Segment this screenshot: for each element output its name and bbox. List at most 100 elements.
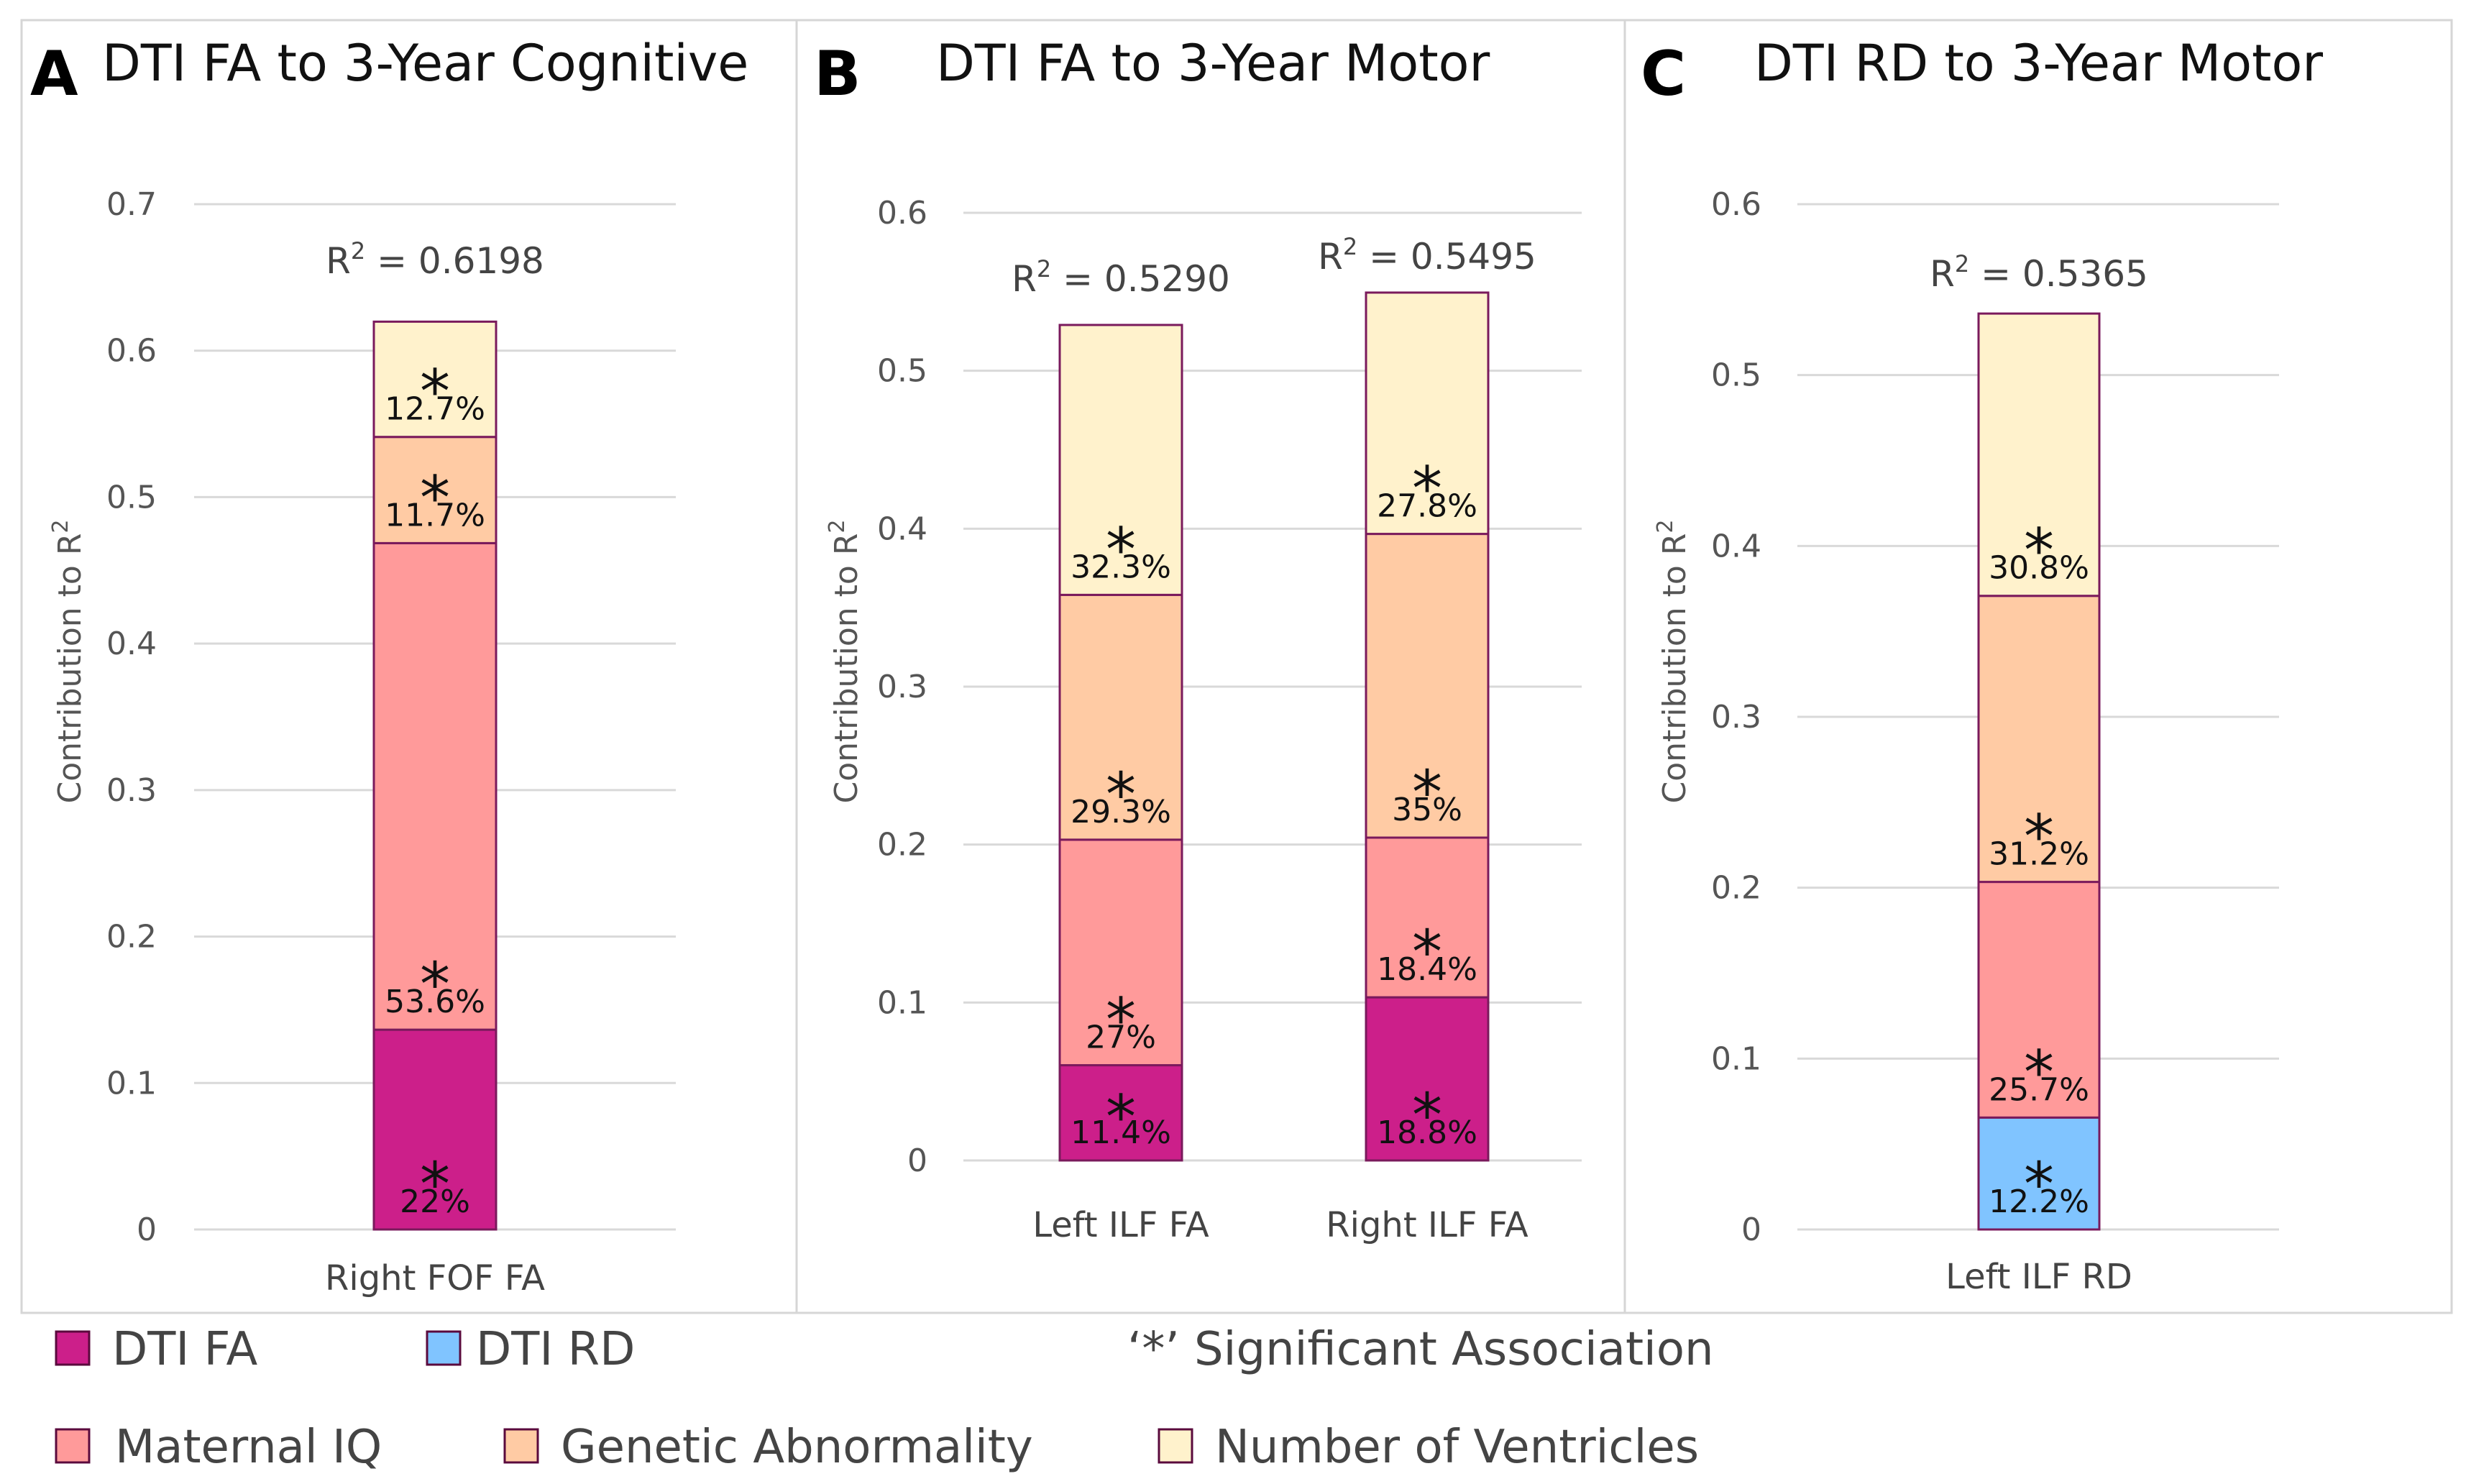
x-category-label: Right ILF FA: [1326, 1205, 1528, 1245]
legend-label-ventricles: Number of Ventricles: [1215, 1421, 1699, 1474]
significance-star: *: [1106, 985, 1136, 1055]
significance-star: *: [2024, 516, 2054, 586]
segment-percent-label: 12.2%: [1989, 1183, 2089, 1220]
significance-star: *: [420, 357, 450, 427]
r-squared-label: R2 = 0.5365: [1930, 250, 2148, 295]
panel-b-letter: B: [814, 38, 861, 110]
r-squared-label: R2 = 0.5495: [1318, 233, 1536, 278]
segment-percent-label: 27.8%: [1377, 488, 1477, 525]
legend-significance-note: ‘*’ Significant Association: [1127, 1323, 1714, 1376]
significance-star: *: [1412, 1080, 1442, 1150]
y-tick-label: 0.2: [1711, 870, 1761, 907]
panel-a-chart: 0 0.1 0.2 0.3 0.4 0.5 0.6 0.7 Contribution to R2…: [48, 186, 676, 1298]
r-squared-label: R2 = 0.6198: [326, 237, 544, 282]
segment-percent-label: 53.6%: [385, 984, 485, 1020]
panel-c-frame: [1623, 19, 2453, 1314]
y-tick-label: 0.2: [106, 919, 157, 956]
y-axis-label: Contribution to R2: [1653, 519, 1693, 803]
legend-label-dti-fa: DTI FA: [112, 1323, 258, 1376]
significance-star: *: [2024, 1149, 2054, 1219]
segment-percent-label: 18.4%: [1377, 951, 1477, 988]
significance-star: *: [1412, 757, 1442, 828]
y-tick-label: 0.3: [106, 772, 157, 809]
bar-segment-number-of-ventricles: [372, 320, 498, 439]
y-axis-label: Contribution to R2: [825, 519, 865, 803]
bar-segment-genetic-abnormality: [1365, 533, 1490, 839]
y-tick-label: 0.2: [877, 827, 927, 864]
y-tick-label: 0.3: [1711, 699, 1761, 736]
significance-star: *: [1412, 917, 1442, 987]
y-tick-label: 0.1: [877, 984, 927, 1021]
significance-star: *: [1106, 514, 1136, 585]
y-tick-label: 0.7: [106, 186, 157, 223]
bar-segment-maternal-iq: [1058, 838, 1183, 1067]
significance-star: *: [420, 462, 450, 533]
x-category-label: Left ILF FA: [1032, 1205, 1209, 1245]
segment-percent-label: 30.8%: [1989, 550, 2089, 587]
y-tick-label: 0.1: [106, 1065, 157, 1101]
legend-label-maternal-iq: Maternal IQ: [115, 1421, 382, 1474]
bar-segment-dti-fa: [1365, 996, 1490, 1162]
x-category-label: Right FOF FA: [325, 1258, 545, 1298]
y-tick-label: 0.4: [1711, 528, 1761, 564]
segment-percent-label: 27%: [1086, 1020, 1156, 1056]
y-tick-label: 0.6: [106, 333, 157, 370]
segment-percent-label: 22%: [400, 1183, 470, 1220]
legend-swatch-genetic: [503, 1428, 539, 1464]
significance-star: *: [420, 1149, 450, 1219]
y-tick-label: 0.6: [1711, 186, 1761, 223]
panel-frames: [20, 19, 2453, 1314]
y-axis-label: Contribution to R2: [48, 519, 88, 803]
legend-swatch-ventricles: [1158, 1428, 1193, 1464]
bar-segment-maternal-iq: [1977, 881, 2101, 1119]
y-tick-label: 0: [1741, 1212, 1761, 1248]
panel-c-letter: C: [1641, 38, 1686, 110]
segment-percent-label: 35%: [1392, 792, 1462, 828]
y-tick-label: 0.5: [106, 479, 157, 516]
significance-star: *: [420, 949, 450, 1020]
segment-percent-label: 18.8%: [1377, 1114, 1477, 1151]
x-category-label: Left ILF RD: [1945, 1257, 2132, 1297]
legend-label-dti-rd: DTI RD: [476, 1323, 635, 1376]
r-squared-label: R2 = 0.5290: [1012, 255, 1230, 300]
panel-a-letter: A: [30, 38, 78, 110]
significance-star: *: [2024, 1037, 2054, 1107]
bar-segment-number-of-ventricles: [1058, 324, 1183, 596]
y-tick-label: 0.5: [1711, 357, 1761, 394]
y-tick-label: 0.1: [1711, 1040, 1761, 1077]
bar-segment-genetic-abnormality: [1058, 593, 1183, 841]
segment-percent-label: 29.3%: [1071, 794, 1171, 830]
segment-percent-label: 12.7%: [385, 391, 485, 428]
segment-percent-label: 31.2%: [1989, 836, 2089, 873]
significance-star: *: [1106, 759, 1136, 830]
significance-star: *: [1412, 454, 1442, 524]
y-tick-label: 0.3: [877, 669, 927, 705]
legend-swatch-dti-fa: [55, 1330, 91, 1366]
segment-percent-label: 25.7%: [1989, 1071, 2089, 1108]
segment-percent-label: 11.7%: [385, 497, 485, 533]
bar-segment-dti-rd: [1977, 1116, 2101, 1231]
significance-star: *: [1106, 1081, 1136, 1152]
y-tick-label: 0.5: [877, 353, 927, 390]
y-tick-label: 0: [137, 1212, 157, 1248]
bar-segment-maternal-iq: [1365, 836, 1490, 999]
y-tick-label: 0.6: [877, 195, 927, 232]
bar-segment-dti-fa: [372, 1028, 498, 1231]
y-tick-label: 0.4: [877, 510, 927, 547]
panel-b-title: DTI FA to 3-Year Motor: [936, 34, 1490, 93]
bar-segment-maternal-iq: [372, 541, 498, 1031]
bar-segment-number-of-ventricles: [1365, 291, 1490, 536]
panel-c-title: DTI RD to 3-Year Motor: [1754, 34, 2323, 93]
segment-percent-label: 11.4%: [1071, 1114, 1171, 1151]
y-tick-label: 0.4: [106, 626, 157, 662]
legend-label-genetic: Genetic Abnormality: [561, 1421, 1033, 1474]
legend: DTI FA DTI RD ‘*’ Significant Associatio…: [55, 1323, 1714, 1474]
segment-percent-label: 32.3%: [1071, 549, 1171, 585]
legend-swatch-dti-rd: [426, 1330, 462, 1366]
y-tick-label: 0: [907, 1142, 927, 1179]
legend-swatch-maternal-iq: [55, 1428, 91, 1464]
bar-segment-number-of-ventricles: [1977, 312, 2101, 597]
